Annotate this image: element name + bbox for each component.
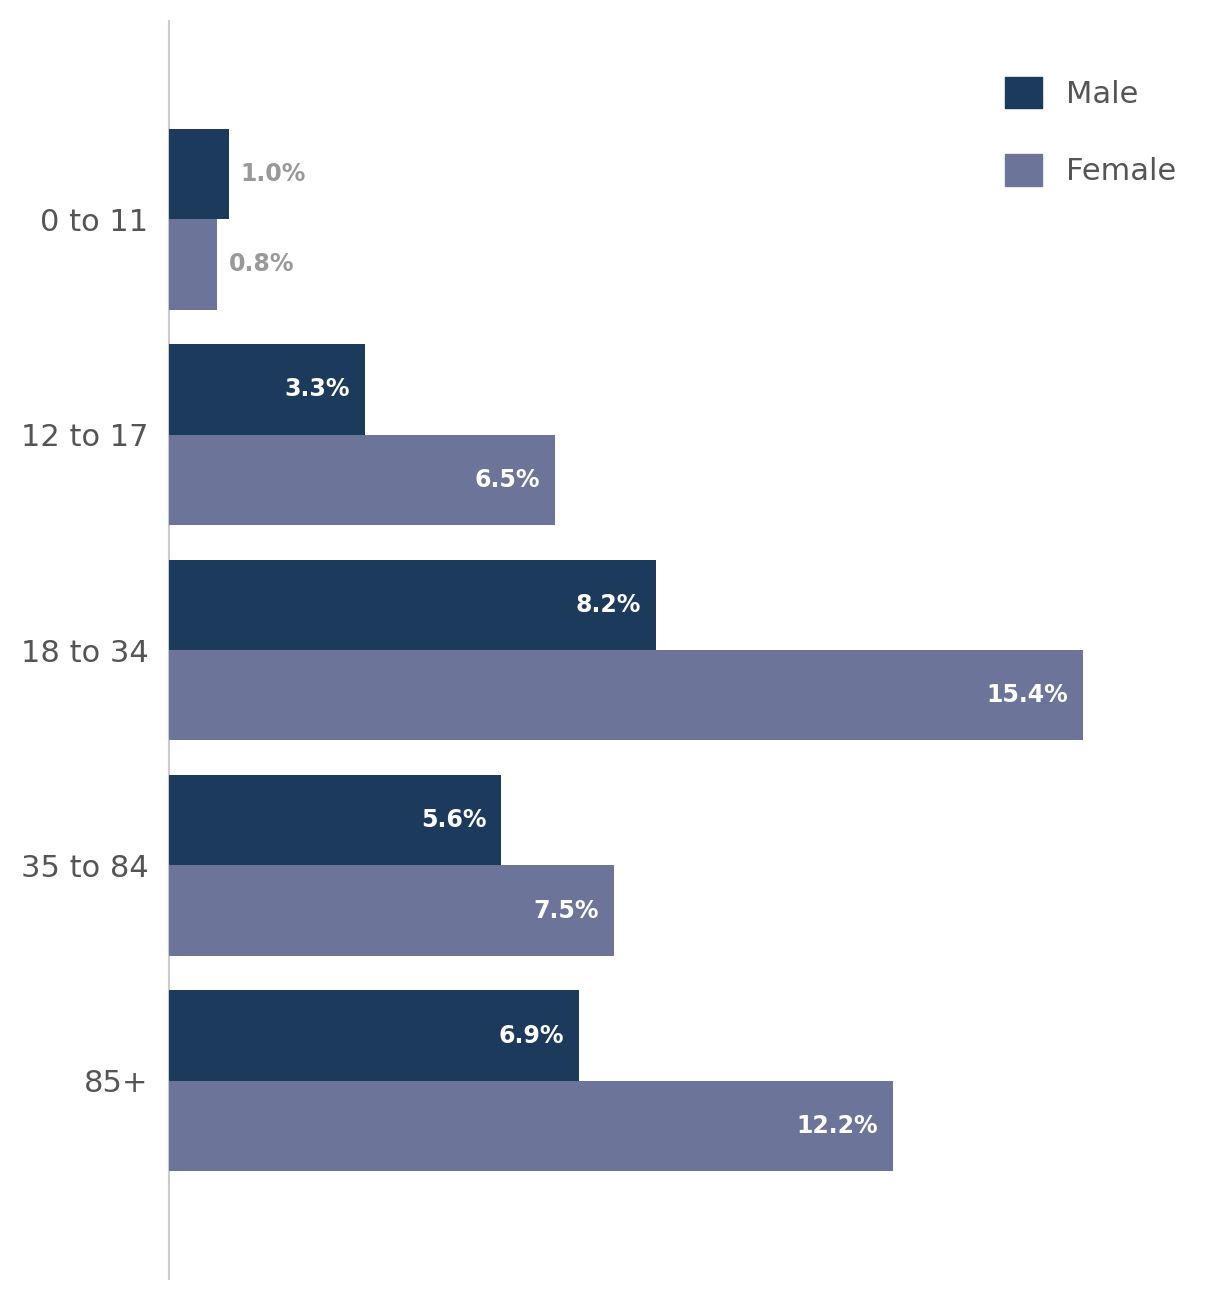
Text: 7.5%: 7.5% (534, 898, 599, 923)
Bar (169, 559, 656, 650)
Bar (169, 991, 578, 1080)
Bar (169, 650, 1083, 741)
Text: 1.0%: 1.0% (241, 161, 306, 186)
Bar (169, 866, 614, 956)
Bar (169, 220, 217, 309)
Text: 5.6%: 5.6% (421, 809, 486, 832)
Text: 0.8%: 0.8% (228, 252, 295, 277)
Legend: Male, Female: Male, Female (990, 61, 1192, 202)
Text: 6.5%: 6.5% (474, 468, 540, 491)
Bar (169, 434, 555, 525)
Bar (169, 129, 228, 220)
Text: 8.2%: 8.2% (576, 593, 641, 616)
Bar (169, 775, 501, 866)
Bar (169, 1080, 893, 1171)
Text: 3.3%: 3.3% (285, 377, 350, 402)
Text: 6.9%: 6.9% (499, 1023, 564, 1048)
Text: 15.4%: 15.4% (986, 684, 1068, 707)
Text: 12.2%: 12.2% (797, 1114, 878, 1139)
Bar (169, 344, 365, 434)
